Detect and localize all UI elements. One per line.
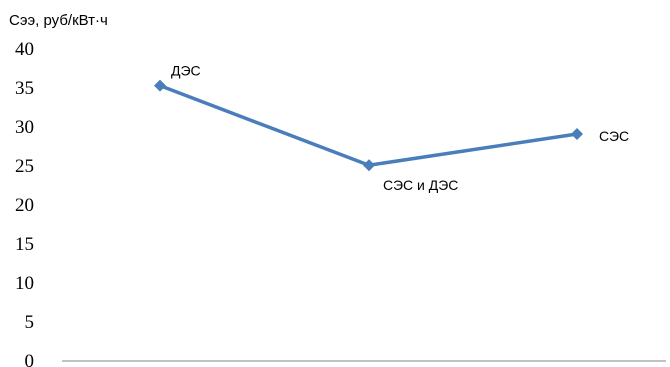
- data-point-marker: [571, 128, 583, 141]
- data-label: ДЭС: [171, 63, 201, 79]
- y-axis-label: Сээ, руб/кВт·ч: [9, 12, 108, 29]
- y-tick-label: 30: [15, 117, 34, 138]
- y-tick-label: 15: [15, 234, 34, 255]
- data-point-marker: [154, 79, 166, 92]
- y-axis-ticks: 0 5 10 15 20 25 30 35 40: [15, 39, 34, 367]
- series-markers: [154, 79, 583, 172]
- data-label: СЭС: [599, 128, 629, 144]
- y-tick-label: 20: [15, 195, 34, 216]
- y-tick-label: 40: [15, 39, 34, 60]
- y-tick-label: 10: [15, 273, 34, 294]
- y-tick-label: 0: [25, 351, 35, 367]
- y-tick-label: 35: [15, 78, 34, 99]
- data-labels: ДЭС СЭС и ДЭС СЭС: [171, 63, 629, 194]
- data-point-marker: [363, 159, 375, 172]
- y-tick-label: 5: [25, 312, 35, 333]
- y-tick-label: 25: [15, 156, 34, 177]
- series-line: [159, 84, 578, 167]
- data-label: СЭС и ДЭС: [383, 177, 458, 193]
